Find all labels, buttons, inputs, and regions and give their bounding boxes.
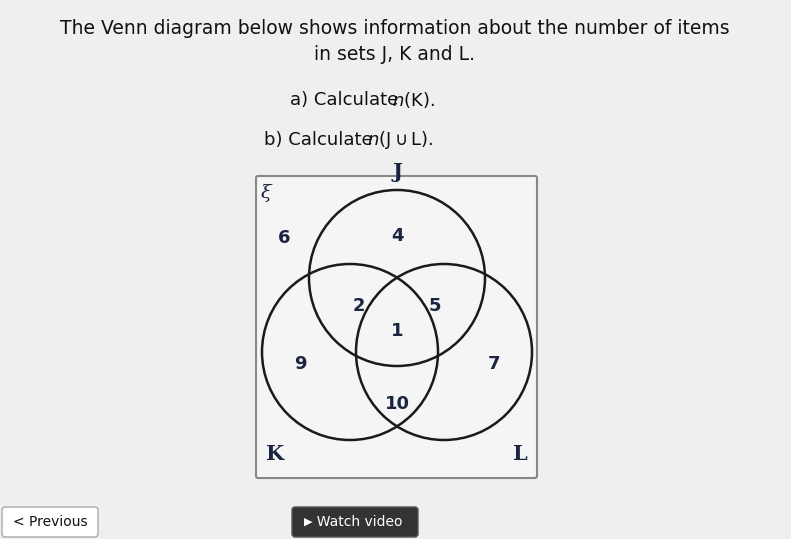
Text: 5: 5 (429, 297, 441, 315)
Text: 4: 4 (391, 227, 403, 245)
Text: 1: 1 (391, 322, 403, 340)
Text: in sets J, K and L.: in sets J, K and L. (315, 45, 475, 64)
Text: Watch video: Watch video (308, 515, 403, 529)
Text: The Venn diagram below shows information about the number of items: The Venn diagram below shows information… (60, 18, 730, 38)
Text: a) Calculate: a) Calculate (290, 91, 404, 109)
Text: 7: 7 (488, 355, 500, 373)
Text: L: L (513, 444, 528, 464)
Text: ▶: ▶ (304, 517, 312, 527)
Text: J: J (392, 162, 402, 182)
Text: < Previous: < Previous (13, 515, 87, 529)
Text: 6: 6 (278, 229, 290, 247)
Text: 10: 10 (384, 395, 410, 413)
FancyBboxPatch shape (2, 507, 98, 537)
Text: b) Calculate: b) Calculate (264, 131, 378, 149)
Text: 2: 2 (353, 297, 365, 315)
Text: $n\mathrm{(J \cup L)}.$: $n\mathrm{(J \cup L)}.$ (367, 129, 433, 151)
Text: K: K (266, 444, 284, 464)
FancyBboxPatch shape (256, 176, 537, 478)
Text: $n\mathrm{(K)}.$: $n\mathrm{(K)}.$ (392, 90, 435, 110)
FancyBboxPatch shape (292, 507, 418, 537)
Text: ξ: ξ (261, 184, 272, 202)
Text: 9: 9 (293, 355, 306, 373)
